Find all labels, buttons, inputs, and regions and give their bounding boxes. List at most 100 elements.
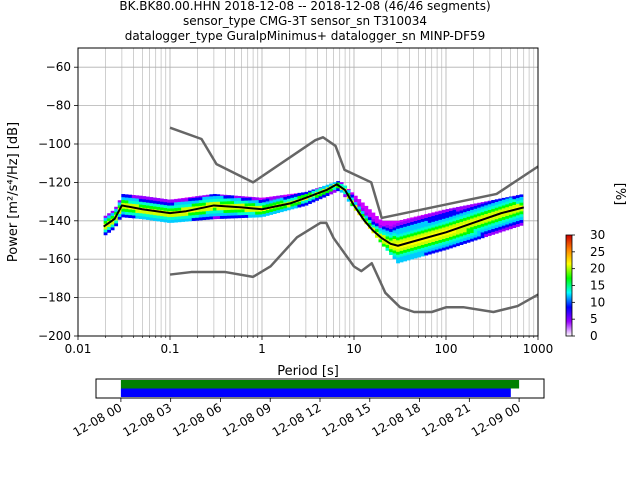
heatmap-cell bbox=[512, 219, 516, 222]
heatmap-cell bbox=[241, 200, 245, 203]
heatmap-cell bbox=[481, 232, 485, 235]
heatmap-cell bbox=[188, 215, 192, 218]
heatmap-cell bbox=[290, 198, 294, 201]
heatmap-cell bbox=[231, 198, 235, 201]
heatmap-cell bbox=[142, 205, 146, 208]
heatmap-cell bbox=[516, 212, 520, 215]
heatmap-cell bbox=[213, 202, 217, 205]
heatmap-cell bbox=[470, 212, 474, 215]
heatmap-cell bbox=[438, 245, 442, 248]
heatmap-cell bbox=[484, 214, 488, 217]
heatmap-cell bbox=[502, 225, 506, 228]
heatmap-cell bbox=[185, 207, 189, 210]
heatmap-cell bbox=[456, 211, 460, 214]
heatmap-cell bbox=[414, 244, 418, 247]
heatmap-cell bbox=[114, 209, 118, 212]
heatmap-cell bbox=[467, 237, 471, 240]
heatmap-cell bbox=[199, 214, 203, 217]
heatmap-cell bbox=[153, 218, 157, 221]
heatmap-cell bbox=[403, 221, 407, 224]
heatmap-cell bbox=[400, 251, 404, 254]
heatmap-cell bbox=[509, 217, 513, 220]
heatmap-cell bbox=[417, 217, 421, 220]
heatmap-cell bbox=[104, 232, 108, 235]
heatmap-cell bbox=[350, 192, 354, 194]
heatmap-cell bbox=[491, 211, 495, 214]
heatmap-cell bbox=[185, 198, 189, 199]
heatmap-cell bbox=[252, 200, 256, 203]
heatmap-cell bbox=[410, 256, 414, 259]
heatmap-cell bbox=[234, 198, 238, 201]
heatmap-cell bbox=[460, 213, 464, 216]
heatmap-cell bbox=[220, 201, 224, 204]
heatmap-cell bbox=[223, 201, 227, 204]
heatmap-cell bbox=[495, 230, 499, 233]
heatmap-cell bbox=[139, 210, 143, 213]
heatmap-cell bbox=[192, 212, 196, 215]
heatmap-cell bbox=[393, 233, 397, 236]
heatmap-cell bbox=[389, 235, 393, 238]
heatmap-cell bbox=[255, 211, 259, 214]
heatmap-cell bbox=[139, 199, 143, 202]
heatmap-cell bbox=[460, 222, 464, 225]
heatmap-cell bbox=[174, 219, 178, 222]
heatmap-cell bbox=[396, 221, 400, 223]
heatmap-cell bbox=[319, 187, 323, 190]
heatmap-cell bbox=[206, 214, 210, 217]
heatmap-cell bbox=[301, 192, 305, 195]
heatmap-cell bbox=[146, 205, 150, 208]
heatmap-cell bbox=[231, 212, 235, 215]
heatmap-cell bbox=[262, 199, 266, 202]
x-tick-label: 0.1 bbox=[160, 342, 179, 356]
heatmap-cell bbox=[195, 200, 199, 203]
heatmap-cell bbox=[209, 194, 213, 196]
heatmap-cell bbox=[276, 196, 280, 199]
heatmap-cell bbox=[160, 199, 164, 202]
heatmap-cell bbox=[238, 215, 242, 218]
heatmap-cell bbox=[407, 246, 411, 249]
timeline-tick-label: 12-08 00 bbox=[71, 400, 125, 439]
heatmap-cell bbox=[220, 198, 224, 201]
heatmap-cell bbox=[498, 221, 502, 224]
heatmap-cell bbox=[488, 221, 492, 224]
heatmap-cell bbox=[477, 236, 481, 239]
heatmap-cell bbox=[424, 214, 428, 215]
heatmap-cell bbox=[467, 231, 471, 234]
heatmap-cell bbox=[259, 211, 263, 214]
heatmap-cell bbox=[505, 224, 509, 227]
heatmap-cell bbox=[431, 222, 435, 225]
heatmap-cell bbox=[428, 217, 432, 220]
heatmap-cell bbox=[104, 229, 108, 232]
heatmap-cell bbox=[509, 220, 513, 223]
heatmap-cell bbox=[178, 208, 182, 211]
heatmap-cell bbox=[481, 212, 485, 215]
heatmap-cell bbox=[477, 233, 481, 236]
heatmap-cell bbox=[407, 218, 411, 220]
heatmap-cell bbox=[403, 235, 407, 238]
heatmap-cell bbox=[456, 223, 460, 226]
heatmap-cell bbox=[312, 191, 316, 194]
heatmap-cell bbox=[375, 223, 379, 226]
heatmap-cell bbox=[192, 197, 196, 198]
heatmap-cell bbox=[403, 258, 407, 261]
heatmap-cell bbox=[297, 204, 301, 207]
heatmap-cell bbox=[495, 225, 499, 228]
heatmap-cell bbox=[238, 212, 242, 215]
heatmap-cell bbox=[417, 246, 421, 249]
heatmap-cell bbox=[389, 232, 393, 235]
heatmap-cell bbox=[484, 211, 488, 214]
heatmap-cell bbox=[449, 208, 453, 211]
heatmap-cell bbox=[509, 214, 513, 217]
heatmap-cell bbox=[216, 207, 220, 210]
heatmap-cell bbox=[421, 233, 425, 236]
heatmap-cell bbox=[266, 201, 270, 204]
heatmap-cell bbox=[456, 208, 460, 211]
heatmap-cell bbox=[407, 254, 411, 257]
heatmap-cell bbox=[164, 202, 168, 205]
heatmap-cell bbox=[223, 198, 227, 201]
heatmap-cell bbox=[477, 225, 481, 228]
heatmap-cell bbox=[195, 203, 199, 206]
heatmap-cell bbox=[431, 224, 435, 227]
heatmap-cell bbox=[449, 211, 453, 214]
heatmap-cell bbox=[453, 208, 457, 210]
